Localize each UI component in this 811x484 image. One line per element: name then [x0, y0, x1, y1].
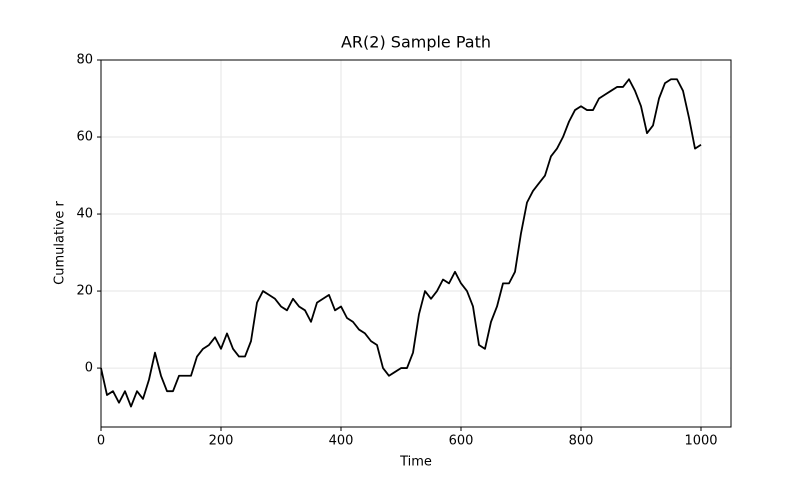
plot-frame — [100, 59, 732, 428]
x-tick-label: 0 — [97, 434, 105, 449]
y-tick-label: 20 — [76, 284, 93, 299]
x-axis-label: Time — [399, 455, 432, 470]
x-tick-label: 800 — [569, 434, 594, 449]
y-tick-label: 80 — [76, 53, 93, 68]
x-tick-label: 600 — [449, 434, 474, 449]
y-tick-label: 0 — [85, 361, 93, 376]
y-tick-label: 60 — [76, 130, 93, 145]
y-tick-label: 40 — [76, 207, 93, 222]
x-tick-label: 200 — [209, 434, 234, 449]
data-line — [100, 78, 702, 408]
x-tick-label: 400 — [329, 434, 354, 449]
x-tick-label: 1000 — [684, 434, 717, 449]
chart-title: AR(2) Sample Path — [341, 33, 491, 52]
y-axis-label: Cumulative r — [53, 201, 68, 285]
